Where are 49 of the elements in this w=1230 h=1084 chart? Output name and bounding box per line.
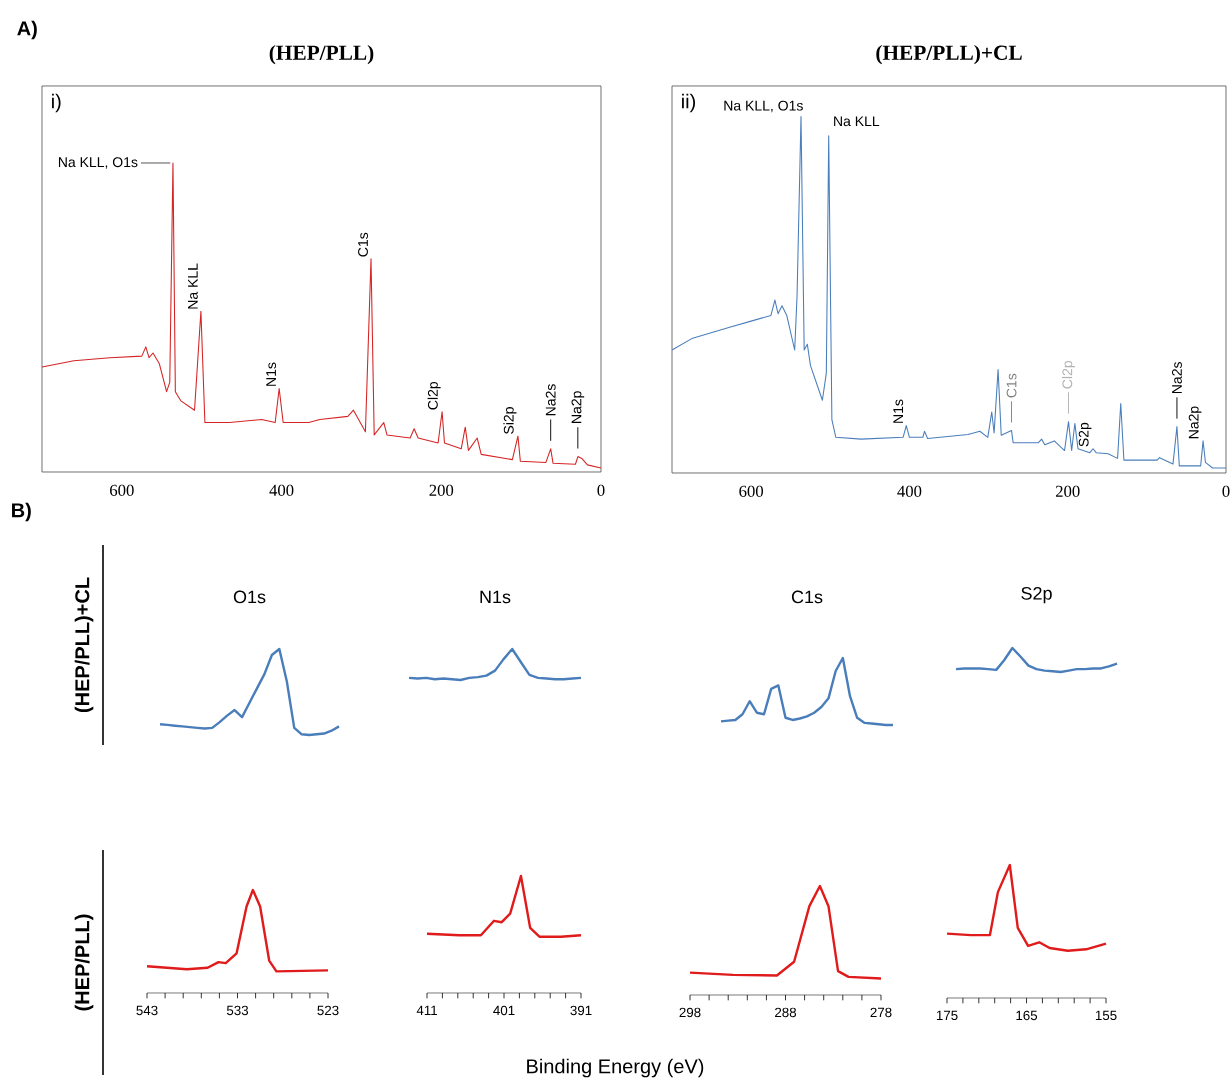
x-tick-label: 600: [110, 484, 134, 496]
annotation: Na2s: [1171, 362, 1182, 394]
annotation: Na KLL: [188, 263, 198, 309]
annotation: Na KLL, O1s: [58, 157, 138, 169]
x-tick-label: 401: [493, 1005, 515, 1016]
x-tick-label: 200: [429, 484, 454, 496]
annotation: Na2p: [571, 391, 585, 423]
x-tick-label: 523: [317, 1005, 339, 1016]
annotation: C1s: [358, 232, 368, 257]
chart-title: S2p: [1021, 586, 1052, 604]
annotation: N1s: [893, 399, 904, 423]
annotation: Na2s: [545, 384, 556, 416]
x-tick-label: 400: [897, 485, 922, 497]
annotation: S2p: [1078, 422, 1092, 447]
annotation: N1s: [266, 362, 277, 386]
x-tick-label: 278: [870, 1007, 892, 1018]
annotation: Na2p: [1188, 406, 1202, 439]
x-tick-label: 0: [1222, 485, 1230, 497]
text: B): [12, 502, 31, 522]
x-tick-label: 543: [136, 1005, 158, 1016]
x-tick-label: 288: [775, 1007, 797, 1018]
x-tick-label: 0: [597, 484, 605, 496]
chart-title: (HEP/PLL): [269, 44, 374, 65]
x-tick-label: 200: [1055, 485, 1080, 497]
annotation: Na KLL, O1s: [724, 100, 803, 113]
text: ii): [682, 93, 696, 113]
x-tick-label: 411: [416, 1005, 437, 1015]
text: A): [17, 20, 37, 40]
annotation: Na KLL: [834, 116, 880, 127]
annotation: Cl2p: [1061, 360, 1076, 389]
x-tick-label: 165: [1016, 1010, 1038, 1021]
x-tick-label: 298: [679, 1007, 701, 1018]
chart-title: (HEP/PLL)+CL: [876, 44, 1022, 65]
x-tick-label: 400: [269, 484, 294, 496]
y-axis-title: (HEP/PLL)+CL: [74, 577, 94, 713]
x-tick-label: 175: [936, 1010, 958, 1021]
annotation: Si2p: [503, 407, 517, 434]
annotation: Cl2p: [427, 381, 441, 410]
text: i): [52, 93, 61, 113]
chart-title: N1s: [480, 590, 511, 604]
x-tick-label: 533: [226, 1005, 249, 1016]
y-axis-title: (HEP/PLL): [74, 914, 94, 1011]
x-tick-label: 155: [1095, 1010, 1117, 1021]
x-axis-title: Binding Energy (eV): [527, 1058, 704, 1078]
annotation: C1s: [1006, 373, 1017, 398]
chart-title: O1s: [233, 590, 266, 604]
x-tick-label: 600: [739, 485, 764, 497]
chart-title: C1s: [791, 590, 823, 604]
x-tick-label: 391: [570, 1005, 592, 1016]
